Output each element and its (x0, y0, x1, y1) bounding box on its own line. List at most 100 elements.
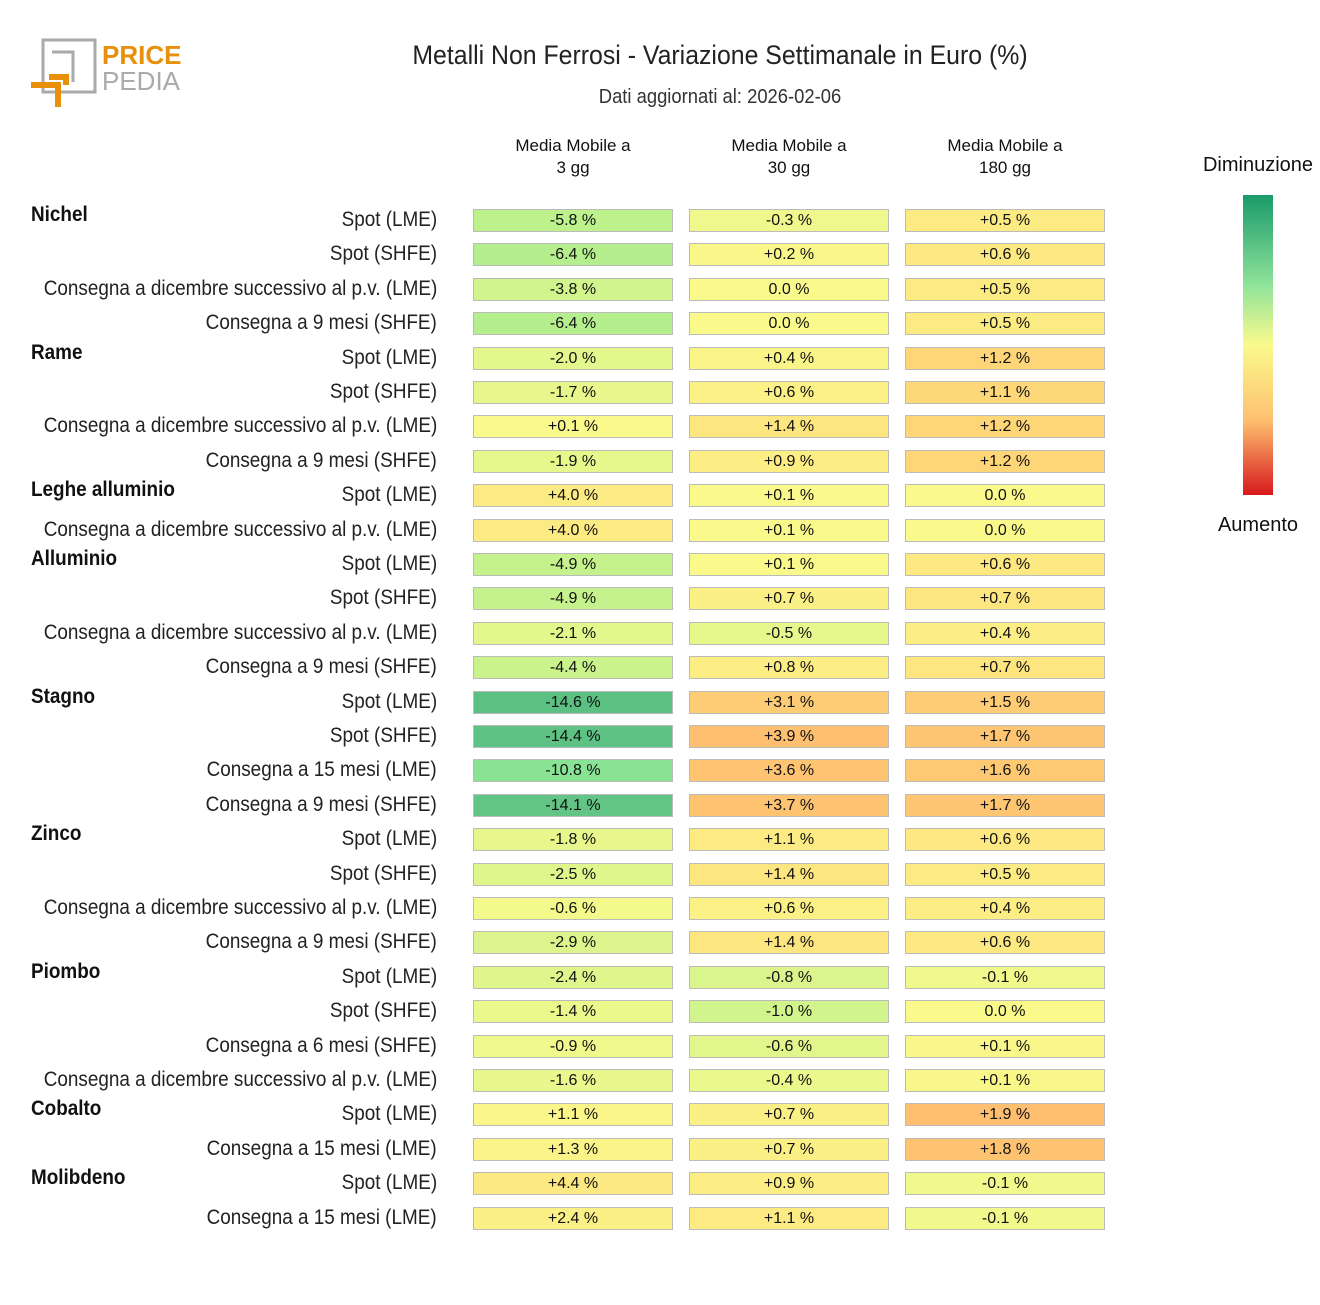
heatmap-cell: -2.4 % (473, 965, 673, 989)
heatmap-cell: +3.6 % (689, 759, 889, 783)
heatmap-cell: +0.5 % (905, 312, 1105, 336)
row-label: Consegna a 9 mesi (SHFE) (205, 655, 437, 679)
heatmap-cell: +1.9 % (905, 1103, 1105, 1127)
row-label: Consegna a 9 mesi (SHFE) (205, 311, 437, 335)
column-header-3gg: Media Mobile a 3 gg (515, 136, 631, 177)
heatmap-cell: +0.5 % (905, 209, 1105, 232)
legend-color-bar (1243, 195, 1273, 495)
heatmap-cell: +1.5 % (905, 690, 1105, 714)
metal-group-label: Stagno (31, 684, 96, 708)
heatmap-cell: +1.4 % (689, 415, 889, 439)
heatmap-cell: +3.1 % (689, 690, 889, 714)
row-label: Spot (SHFE) (329, 380, 437, 403)
row-label: Consegna a dicembre successivo al p.v. (… (43, 517, 437, 541)
heatmap-cell: -1.4 % (473, 1000, 673, 1024)
row-label: Consegna a dicembre successivo al p.v. (… (43, 276, 437, 300)
heatmap-cell: +0.4 % (689, 346, 889, 370)
heatmap-cell: -0.5 % (689, 621, 889, 645)
heatmap-cell: -3.8 % (473, 277, 673, 301)
row-label: Spot (LME) (341, 208, 437, 231)
heatmap-cell: -0.9 % (473, 1034, 673, 1058)
row-label: Spot (SHFE) (329, 861, 437, 885)
heatmap-cell: +1.2 % (905, 346, 1105, 370)
heatmap-cell: +0.7 % (905, 587, 1105, 611)
heatmap-cell: 0.0 % (689, 277, 889, 301)
heatmap-cell: +0.9 % (689, 1172, 889, 1196)
heatmap-cell: +0.6 % (689, 381, 889, 404)
heatmap-cell: +0.7 % (689, 1137, 889, 1161)
heatmap-cell: 0.0 % (689, 312, 889, 336)
heatmap-cell: +0.6 % (905, 553, 1105, 576)
heatmap-cell: +1.6 % (905, 759, 1105, 783)
heatmap-cell: +0.4 % (905, 897, 1105, 920)
heatmap-cell: -0.1 % (905, 965, 1105, 989)
heatmap-cell: +1.7 % (905, 725, 1105, 748)
heatmap-cell: +1.2 % (905, 415, 1105, 439)
svg-text:PRICE: PRICE (102, 40, 181, 70)
row-label: Spot (SHFE) (329, 586, 437, 610)
legend-bottom-label: Aumento (1217, 514, 1299, 536)
heatmap-cell: +0.1 % (473, 415, 673, 439)
heatmap-cell: -2.0 % (473, 346, 673, 370)
heatmap-cell: +4.0 % (473, 518, 673, 542)
heatmap-cell: -0.3 % (689, 209, 889, 232)
row-label: Spot (LME) (341, 1102, 437, 1126)
heatmap-cell: -6.4 % (473, 312, 673, 336)
heatmap-cell: +0.7 % (689, 1103, 889, 1127)
heatmap-cell: -2.1 % (473, 621, 673, 645)
row-label: Consegna a 15 mesi (LME) (206, 1136, 437, 1160)
heatmap-cell: -0.6 % (689, 1034, 889, 1058)
heatmap-cell: -4.9 % (473, 553, 673, 576)
metal-group-label: Cobalto (31, 1097, 102, 1121)
heatmap-cell: +0.6 % (689, 897, 889, 920)
metal-group-label: Zinco (31, 822, 82, 846)
heatmap-cell: -10.8 % (473, 759, 673, 783)
heatmap-cell: +0.2 % (689, 243, 889, 267)
row-label: Consegna a 9 mesi (SHFE) (205, 792, 437, 816)
heatmap-cell: -5.8 % (473, 209, 673, 232)
heatmap-cell: +1.7 % (905, 793, 1105, 817)
row-label: Spot (LME) (341, 483, 437, 507)
row-label: Spot (LME) (341, 689, 437, 713)
heatmap-cell: +1.1 % (689, 828, 889, 852)
heatmap-cell: +1.2 % (905, 449, 1105, 473)
heatmap-cell: +0.6 % (905, 243, 1105, 267)
heatmap-cell: +3.7 % (689, 793, 889, 817)
heatmap-cell: -4.4 % (473, 656, 673, 680)
heatmap-cell: +3.9 % (689, 725, 889, 748)
row-label: Consegna a dicembre successivo al p.v. (… (43, 896, 437, 919)
heatmap-cell: -14.6 % (473, 690, 673, 714)
chart-subtitle: Dati aggiornati al: 2026-02-06 (598, 86, 842, 108)
heatmap-cell: +2.4 % (473, 1206, 673, 1230)
row-label: Spot (SHFE) (329, 724, 437, 747)
heatmap-cell: -2.9 % (473, 931, 673, 955)
heatmap-cell: -1.6 % (473, 1069, 673, 1092)
heatmap-cell: -4.9 % (473, 587, 673, 611)
heatmap-cell: -14.1 % (473, 793, 673, 817)
chart-title: Metalli Non Ferrosi - Variazione Settima… (412, 40, 1028, 70)
heatmap-cell: +0.6 % (905, 828, 1105, 852)
heatmap-cell: 0.0 % (905, 518, 1105, 542)
row-label: Consegna a 9 mesi (SHFE) (205, 930, 437, 954)
heatmap-cell: -0.6 % (473, 897, 673, 920)
heatmap-cell: -1.8 % (473, 828, 673, 852)
metal-group-label: Alluminio (31, 547, 118, 570)
heatmap-cell: -14.4 % (473, 725, 673, 748)
heatmap-cell: +1.1 % (689, 1206, 889, 1230)
heatmap-cell: +0.1 % (689, 518, 889, 542)
column-header-180gg: Media Mobile a 180 gg (947, 136, 1063, 177)
heatmap-cell: +0.5 % (905, 862, 1105, 886)
heatmap-cell: +1.4 % (689, 862, 889, 886)
legend-top-label: Diminuzione (1202, 154, 1314, 176)
row-label: Consegna a 15 mesi (LME) (206, 758, 437, 782)
heatmap-cell: +1.1 % (473, 1103, 673, 1127)
heatmap-cell: +0.1 % (689, 553, 889, 576)
row-label: Spot (SHFE) (329, 999, 437, 1023)
heatmap-cell: +1.4 % (689, 931, 889, 955)
heatmap-cell: +0.7 % (905, 656, 1105, 680)
heatmap-cell: +0.1 % (905, 1034, 1105, 1058)
row-label: Consegna a dicembre successivo al p.v. (… (43, 620, 437, 644)
heatmap-cell: -1.0 % (689, 1000, 889, 1024)
heatmap-cell: -0.8 % (689, 965, 889, 989)
